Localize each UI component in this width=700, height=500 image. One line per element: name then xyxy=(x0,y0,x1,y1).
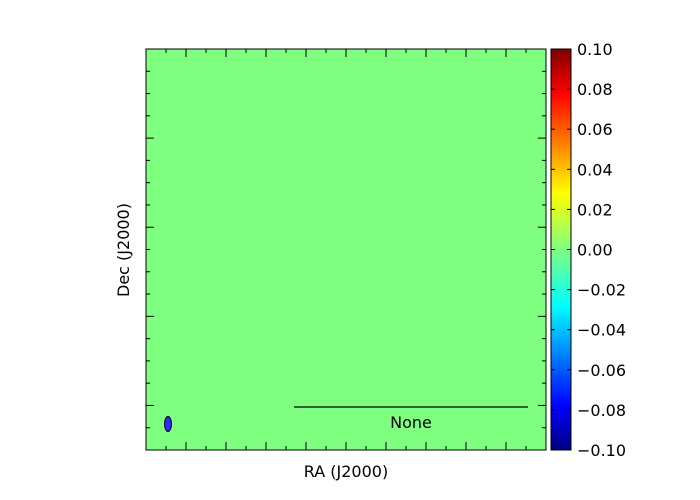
colorbar-tick-label: 0.10 xyxy=(577,40,613,59)
colorbar-tick-label: −0.10 xyxy=(577,441,626,460)
colorbar-tick-label: 0.08 xyxy=(577,80,613,99)
y-axis-label: Dec (J2000) xyxy=(114,203,133,297)
colorbar-tick-label: 0.06 xyxy=(577,120,613,139)
beam-ellipse xyxy=(164,416,172,432)
x-axis-label: RA (J2000) xyxy=(304,462,388,481)
colorbar-tick-label: −0.06 xyxy=(577,361,626,380)
scalebar-label: None xyxy=(390,413,432,432)
colorbar-tick-label: 0.00 xyxy=(577,241,613,260)
image-frame xyxy=(145,48,547,451)
colorbar-tick-label: 0.02 xyxy=(577,200,613,219)
colorbar-tick-label: 0.04 xyxy=(577,160,613,179)
colorbar-tick-label: −0.08 xyxy=(577,401,626,420)
image-area xyxy=(146,49,546,450)
colorbar-tick-label: −0.04 xyxy=(577,321,626,340)
colorbar-gradient xyxy=(551,49,571,450)
colorbar-ticks: 0.10 0.08 0.06 0.04 0.02 0.00 −0.02 −0.04 −0.06 −… xyxy=(551,40,626,460)
axis-ticks xyxy=(146,49,546,450)
colorbar-tick-label: −0.02 xyxy=(577,281,626,300)
